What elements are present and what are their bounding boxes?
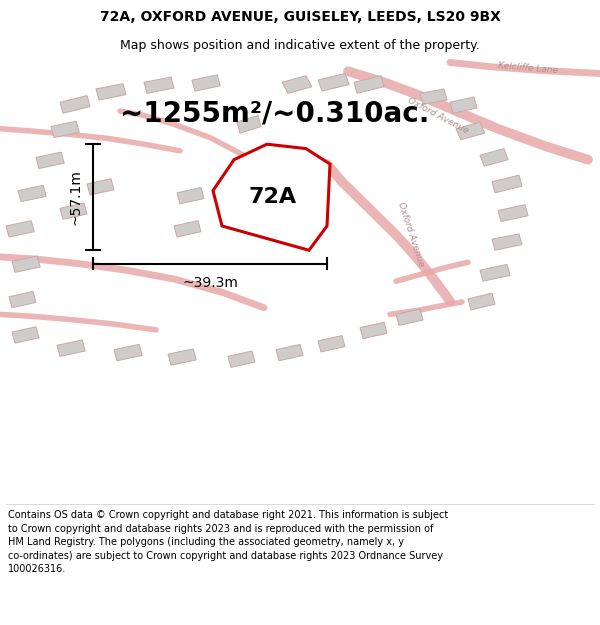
Polygon shape xyxy=(174,221,201,237)
Polygon shape xyxy=(51,121,79,138)
Polygon shape xyxy=(6,221,34,237)
Text: 72A, OXFORD AVENUE, GUISELEY, LEEDS, LS20 9BX: 72A, OXFORD AVENUE, GUISELEY, LEEDS, LS2… xyxy=(100,11,500,24)
Polygon shape xyxy=(144,77,174,93)
Text: 72A: 72A xyxy=(249,188,297,208)
Polygon shape xyxy=(480,264,510,281)
Polygon shape xyxy=(18,185,46,202)
Polygon shape xyxy=(318,336,345,352)
Polygon shape xyxy=(420,89,447,104)
Polygon shape xyxy=(354,76,384,93)
Polygon shape xyxy=(60,203,87,219)
Text: ~39.3m: ~39.3m xyxy=(182,276,238,290)
Polygon shape xyxy=(12,327,39,343)
Polygon shape xyxy=(360,322,387,339)
Polygon shape xyxy=(192,75,220,91)
Text: Oxford Avenue: Oxford Avenue xyxy=(406,96,470,135)
Polygon shape xyxy=(87,179,114,195)
Polygon shape xyxy=(318,74,349,91)
Polygon shape xyxy=(177,188,204,204)
Polygon shape xyxy=(468,293,495,310)
Polygon shape xyxy=(492,175,522,192)
Polygon shape xyxy=(114,344,142,361)
Text: ~1255m²/~0.310ac.: ~1255m²/~0.310ac. xyxy=(120,99,430,127)
Text: ~57.1m: ~57.1m xyxy=(68,169,82,225)
Polygon shape xyxy=(480,149,508,166)
Polygon shape xyxy=(213,144,330,250)
Text: Map shows position and indicative extent of the property.: Map shows position and indicative extent… xyxy=(120,39,480,52)
Polygon shape xyxy=(237,116,261,133)
Polygon shape xyxy=(228,351,255,368)
Polygon shape xyxy=(9,291,36,308)
Text: Kelcliffe Lane: Kelcliffe Lane xyxy=(498,61,558,75)
Polygon shape xyxy=(12,256,40,272)
Polygon shape xyxy=(276,344,303,361)
Polygon shape xyxy=(57,340,85,356)
Polygon shape xyxy=(36,152,64,169)
Polygon shape xyxy=(456,122,485,140)
Polygon shape xyxy=(60,96,90,113)
Polygon shape xyxy=(498,205,528,221)
Polygon shape xyxy=(492,234,522,250)
Polygon shape xyxy=(168,349,196,365)
Text: Contains OS data © Crown copyright and database right 2021. This information is : Contains OS data © Crown copyright and d… xyxy=(8,510,448,574)
Polygon shape xyxy=(282,76,312,93)
Polygon shape xyxy=(96,84,126,100)
Text: Oxford Avenue: Oxford Avenue xyxy=(396,201,426,268)
Polygon shape xyxy=(450,97,477,113)
Polygon shape xyxy=(396,309,423,326)
